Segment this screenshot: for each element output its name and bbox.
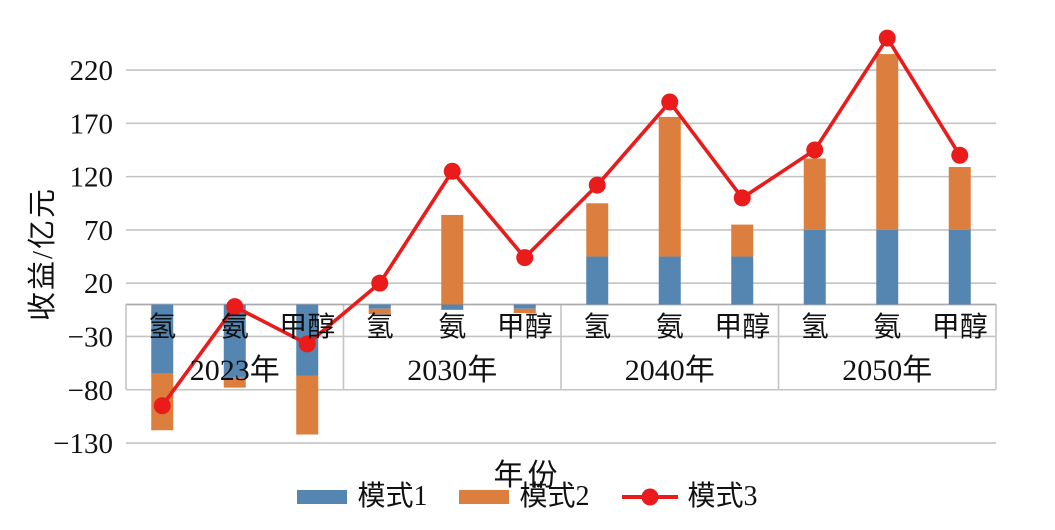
group-labels: 2023年 2030年 2040年 2050年 (190, 354, 933, 387)
data-point (153, 397, 171, 415)
category-labels: 氢氨甲醇氢氨甲醇氢氨甲醇氢氨甲醇 (148, 311, 988, 343)
bar-segment (948, 229, 971, 305)
bar-segment (223, 376, 246, 388)
legend-item-mode2: 模式2 (459, 481, 590, 512)
mode3-line-dot (641, 488, 658, 506)
legend-label-mode3: 模式3 (687, 481, 758, 512)
legend-item-mode1: 模式1 (297, 483, 427, 511)
category-axis-box (125, 304, 997, 390)
bar-segment (803, 158, 826, 230)
line-dots-模式3 (153, 29, 969, 415)
bar-segment (223, 304, 246, 377)
bar-segment (658, 116, 681, 257)
bar-segment (513, 304, 536, 309)
data-point (226, 298, 244, 316)
data-point (806, 141, 824, 159)
data-point (878, 29, 896, 47)
bar-segment (586, 203, 609, 257)
data-point (661, 93, 679, 111)
category-label: 氢 (366, 311, 394, 343)
bar-segment (658, 256, 681, 305)
bar-segment (296, 375, 319, 435)
bar-segment (586, 256, 609, 305)
category-label: 甲醇 (714, 311, 770, 343)
category-label: 甲醇 (279, 311, 335, 343)
legend: 模式1 模式2 模式3 (0, 483, 1055, 511)
data-point (733, 189, 751, 207)
y-tick-label: −130 (53, 428, 113, 460)
y-tick-label: −30 (68, 321, 113, 353)
y-tick-label: −80 (68, 375, 113, 407)
y-tick-label: 70 (84, 215, 113, 247)
bar-segment (368, 308, 391, 315)
line-模式3 (160, 34, 962, 407)
y-tick-label: 120 (70, 162, 114, 194)
x-axis-title: 年份 (493, 459, 562, 492)
mode3-line-marker-icon (621, 488, 678, 506)
data-point (443, 162, 461, 180)
group-label: 2023年 (190, 354, 280, 387)
category-label: 氨 (656, 311, 684, 343)
bar-segment (441, 304, 464, 310)
data-point (516, 249, 534, 267)
y-tick-label: 20 (84, 268, 113, 300)
mode1-bar-swatch-icon (297, 490, 348, 504)
bar-segment (731, 224, 754, 257)
data-point (588, 176, 606, 194)
bar-segment (876, 229, 899, 305)
category-label: 氨 (873, 311, 901, 343)
category-label: 甲醇 (497, 311, 553, 343)
bar-segment (513, 308, 536, 314)
y-tick-label: 170 (70, 108, 114, 140)
category-label: 氢 (148, 311, 176, 343)
data-point (298, 335, 316, 353)
bar-segment (151, 304, 174, 374)
bar-segment (803, 229, 826, 305)
bar-segment (368, 304, 391, 309)
category-label: 氢 (801, 311, 829, 343)
category-label: 氨 (438, 311, 466, 343)
legend-item-mode3: 模式3 (621, 481, 758, 512)
category-label: 氢 (583, 311, 611, 343)
category-label: 氨 (221, 311, 249, 343)
category-label: 甲醇 (932, 311, 988, 343)
legend-label-mode2: 模式2 (519, 481, 590, 512)
group-label: 2040年 (625, 354, 715, 387)
y-tick-label: 220 (70, 55, 114, 87)
data-point (371, 274, 389, 292)
data-point (951, 146, 969, 164)
bar-segment (876, 54, 899, 230)
y-tick-labels: 220 170 120 70 20 −30 −80 −130 (53, 55, 113, 460)
y-axis-title: 收益/亿元 (27, 186, 59, 322)
mode2-bar-swatch-icon (459, 490, 510, 504)
legend-label-mode1: 模式1 (357, 481, 428, 512)
group-label: 2050年 (842, 354, 932, 387)
bar-segment (948, 167, 971, 230)
group-label: 2030年 (407, 354, 497, 387)
bar-segment (441, 214, 464, 305)
bar-segment (731, 256, 754, 305)
